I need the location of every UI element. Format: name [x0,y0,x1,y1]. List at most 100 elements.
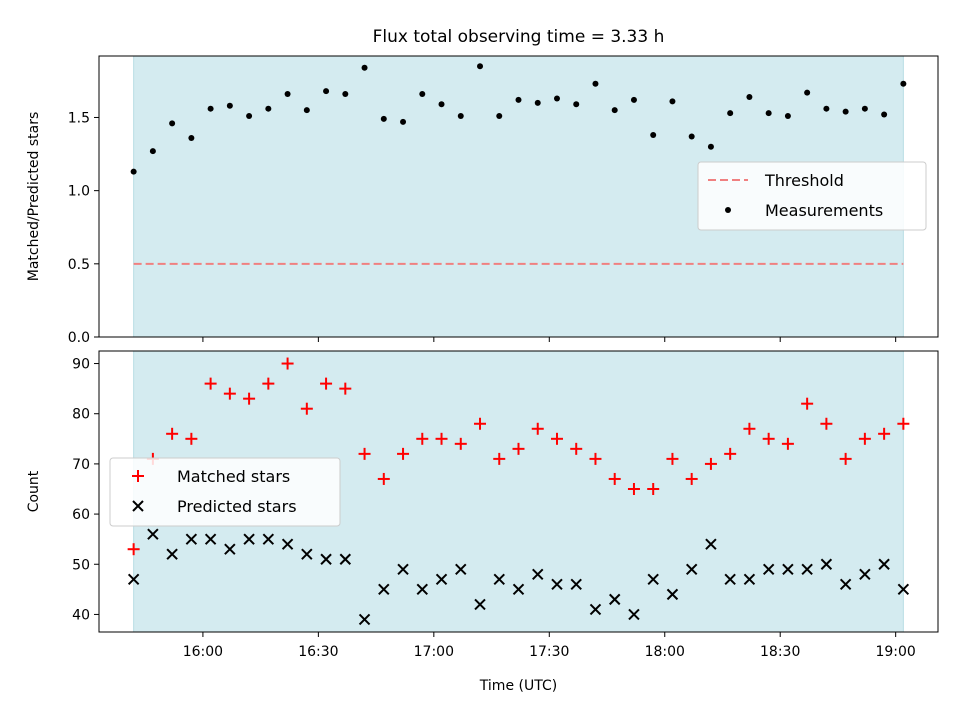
measurement-point [477,63,484,70]
measurement-point [746,93,753,100]
predicted-star-point [493,573,505,586]
legend-threshold-label: Threshold [764,171,844,190]
matched-star-point [858,432,871,445]
legend: Matched stars Predicted stars [109,457,341,527]
matched-star-point [320,377,333,390]
legend-measurements-label: Measurements [765,201,883,220]
measurement-point [727,110,734,117]
predicted-star-point [204,533,217,545]
y-tick-label: 1.5 [68,110,90,126]
measurement-point [226,102,233,109]
measurement-point [380,115,387,122]
y-tick-label: 0.0 [68,330,90,346]
measurement-point [573,101,580,108]
predicted-star-point [666,588,679,601]
measurement-point [707,143,714,150]
y-tick-label: 80 [72,407,90,423]
predicted-star-point [897,583,910,596]
measurement-point [265,105,272,112]
measurement-point [842,108,849,115]
matched-star-point [127,543,140,556]
matched-star-point [743,422,756,435]
matched-star-point [243,392,256,405]
predicted-star-point [281,538,294,550]
measurement-point [342,91,349,98]
matched-star-point [397,447,410,460]
measurement-point [169,120,176,127]
legend-matched-label: Matched stars [177,467,290,486]
predicted-star-point [262,533,275,545]
legend-predicted-label: Predicted stars [177,497,297,516]
legend-box [697,161,927,231]
predicted-star-point [551,578,563,591]
matched-star-point [454,437,467,450]
matched-star-point [435,432,448,445]
measurement-point [361,64,368,71]
predicted-star-point [685,563,698,575]
predicted-star-point [609,593,621,606]
legend-measurement-swatch [725,207,731,213]
x-tick-label: 16:00 [183,644,223,660]
matched-star-point [704,457,717,470]
measurement-point [630,96,637,103]
x-axis-ticks [202,337,897,342]
predicted-star-point [782,563,794,575]
count-panel: 40 50 60 70 80 90 16:00 16:30 17:00 17:30 18:00 18… [26,350,939,694]
predicted-star-point [762,563,775,575]
matched-star-point [839,452,852,465]
measurement-point [900,80,907,87]
predicted-star-point [320,553,332,565]
x-tick-label: 19:00 [875,644,915,660]
predicted-star-point [512,583,525,596]
predicted-star-point [724,573,736,586]
measurement-point [823,105,830,112]
legend-matched-swatch [132,470,144,482]
legend: Threshold Measurements [697,161,927,231]
predicted-star-point [474,598,486,611]
legend-box [109,457,341,527]
predicted-star-point [127,573,140,586]
matched-star-point [878,427,891,440]
measurement-point [534,99,541,106]
predicted-star-point [455,563,467,575]
matched-star-point [781,437,794,450]
matched-star-point [377,472,390,485]
y-tick-label: 70 [72,457,90,473]
y-tick-label: 40 [72,607,90,623]
predicted-star-point [743,573,756,586]
matched-star-point [685,472,698,485]
measurement-point [188,134,195,141]
predicted-star-point [147,528,159,540]
matched-star-point [570,442,583,455]
measurement-point [515,96,522,103]
measurement-point [323,88,330,95]
matched-star-point [512,442,525,455]
predicted-star-point [647,573,659,586]
measurement-point [457,113,464,120]
x-tick-label: 16:30 [298,644,338,660]
matched-star-point [531,422,544,435]
predicted-star-point [859,568,871,581]
measurement-point [284,91,291,98]
predicted-star-point [166,548,178,560]
matched-star-point [801,397,814,410]
x-tick-label: 17:30 [529,644,569,660]
predicted-star-point [224,543,236,555]
predicted-star-point [532,568,544,581]
predicted-star-point [416,583,428,596]
matched-star-point [589,452,602,465]
matched-star-point [474,417,487,430]
matched-star-point [550,432,563,445]
matched-star-point [724,447,737,460]
measurement-point [149,148,156,155]
measurement-point [553,95,560,102]
measurement-point [400,118,407,125]
measurement-point [669,98,676,105]
chart-title: Flux total observing time = 3.33 h [373,27,665,47]
matched-star-point [339,382,352,395]
y-tick-label: 90 [72,357,90,373]
star-count-points [127,357,910,626]
measurement-point [438,101,445,108]
predicted-star-point [628,608,640,621]
y-axis-ticks: 40 50 60 70 80 90 [72,357,99,623]
